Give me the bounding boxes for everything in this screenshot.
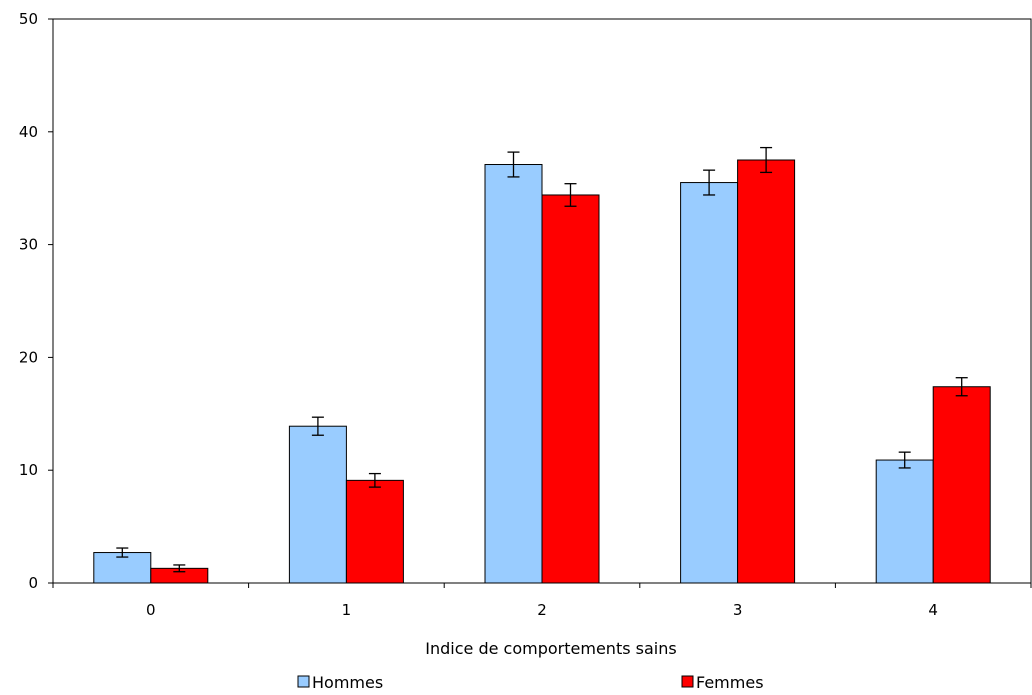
error-bar-femmes [564,183,577,207]
error-bar-femmes [173,564,186,573]
bar-hommes [484,164,543,584]
x-tick-label: 3 [733,601,743,619]
error-bar-hommes [703,169,716,196]
error-bar-hommes [311,416,324,436]
legend-item-hommes: Hommes [297,673,383,692]
bars [93,159,991,584]
bar-femmes [345,479,404,584]
legend-swatch-hommes [297,675,310,688]
error-bar-femmes [760,146,773,174]
legend: Hommes Femmes [297,673,764,692]
x-tick-label: 0 [146,601,156,619]
y-tick-label: 40 [19,123,38,141]
x-tick-label: 1 [342,601,352,619]
error-bar-femmes [955,377,968,397]
y-tick-label: 10 [19,461,38,479]
legend-item-femmes: Femmes [681,673,764,692]
y-tick-label: 20 [19,348,38,366]
y-tick-label: 30 [19,236,38,254]
y-tick-label: 50 [19,10,38,28]
y-tick-label: 0 [28,574,38,592]
bar-hommes [680,182,739,584]
error-bar-femmes [368,472,381,488]
bar-hommes [875,459,934,584]
error-bars [116,146,968,573]
legend-label-hommes: Hommes [312,673,383,690]
bar-femmes [932,386,991,584]
error-bar-hommes [507,151,520,178]
x-axis-title: Indice de comportements sains [425,639,676,658]
x-tick-label: 4 [928,601,938,619]
legend-swatch-femmes [681,675,694,688]
bar-femmes [541,194,600,584]
error-bar-hommes [898,451,911,469]
x-tick-label: 2 [537,601,547,619]
y-axis: 0 10 20 30 40 50 [19,10,53,592]
bar-hommes [288,425,347,584]
error-bar-hommes [116,547,129,558]
bar-femmes [737,159,796,584]
x-axis: 0 1 2 3 4 [52,583,1032,619]
legend-label-femmes: Femmes [696,673,764,690]
